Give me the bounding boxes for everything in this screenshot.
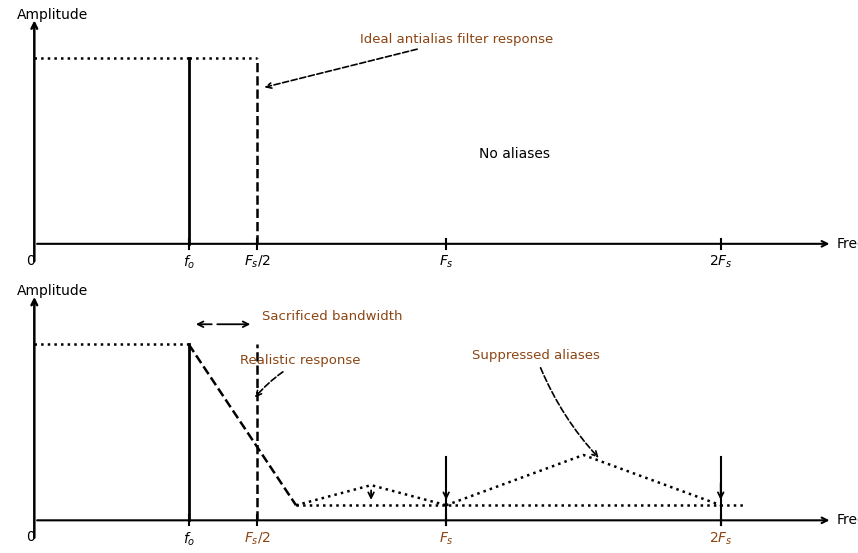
Text: Amplitude: Amplitude <box>17 8 88 22</box>
Text: 0: 0 <box>26 530 34 544</box>
Text: Sacrificed bandwidth: Sacrificed bandwidth <box>262 310 402 323</box>
Text: No aliases: No aliases <box>480 147 550 161</box>
Text: $f_o$: $f_o$ <box>183 530 195 548</box>
Text: $F_s/2$: $F_s/2$ <box>244 254 271 270</box>
Text: $F_s$: $F_s$ <box>438 530 454 547</box>
Text: $F_s$: $F_s$ <box>438 254 454 270</box>
Text: $2F_s$: $2F_s$ <box>709 530 733 547</box>
Text: $F_s/2$: $F_s/2$ <box>244 530 271 547</box>
Text: 0: 0 <box>26 254 34 268</box>
Text: Frequency: Frequency <box>837 237 858 251</box>
Text: Realistic response: Realistic response <box>240 354 360 396</box>
Text: Ideal antialias filter response: Ideal antialias filter response <box>266 33 553 88</box>
Text: $2F_s$: $2F_s$ <box>709 254 733 270</box>
Text: Amplitude: Amplitude <box>17 284 88 298</box>
Text: Suppressed aliases: Suppressed aliases <box>472 349 600 457</box>
Text: $f_o$: $f_o$ <box>183 254 195 272</box>
Text: Frequency: Frequency <box>837 513 858 528</box>
